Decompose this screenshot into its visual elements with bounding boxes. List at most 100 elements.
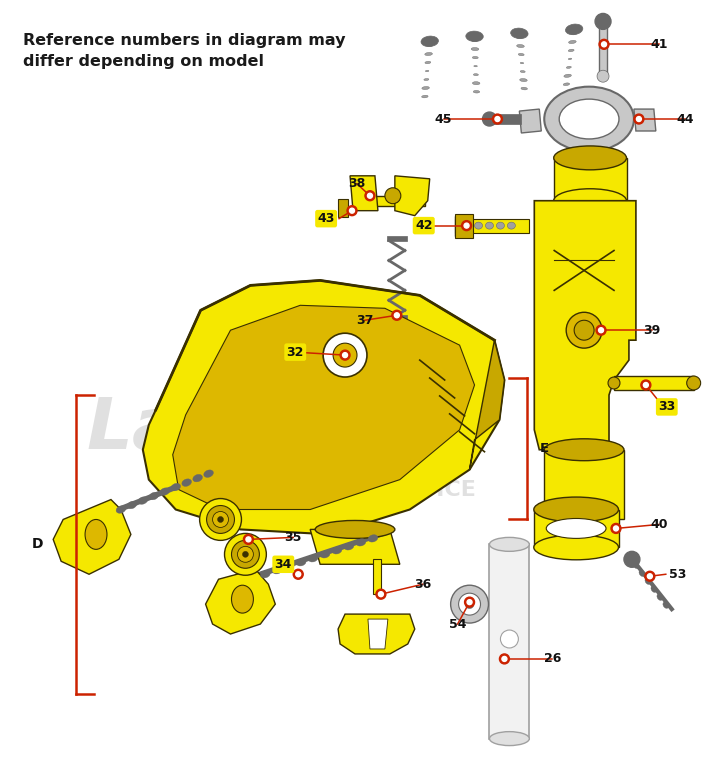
Ellipse shape [472, 57, 478, 59]
Ellipse shape [344, 543, 354, 550]
Ellipse shape [639, 570, 645, 577]
Ellipse shape [260, 571, 270, 578]
Circle shape [347, 206, 357, 216]
Ellipse shape [534, 497, 618, 522]
Circle shape [598, 328, 603, 333]
Ellipse shape [571, 32, 576, 35]
Ellipse shape [517, 44, 524, 48]
Ellipse shape [308, 555, 318, 562]
Ellipse shape [568, 49, 574, 51]
Ellipse shape [563, 83, 570, 86]
Polygon shape [368, 619, 388, 649]
Ellipse shape [520, 71, 525, 73]
Ellipse shape [284, 563, 294, 570]
Ellipse shape [200, 499, 242, 541]
Ellipse shape [496, 222, 504, 229]
Ellipse shape [451, 585, 488, 623]
Circle shape [501, 630, 518, 648]
Text: 39: 39 [643, 324, 660, 337]
Ellipse shape [232, 541, 260, 568]
Ellipse shape [568, 41, 576, 44]
Circle shape [637, 117, 642, 121]
Circle shape [464, 223, 469, 228]
Ellipse shape [207, 505, 235, 533]
Ellipse shape [518, 54, 524, 56]
Ellipse shape [85, 519, 107, 549]
Ellipse shape [465, 600, 474, 609]
Circle shape [502, 657, 507, 661]
Ellipse shape [508, 222, 515, 229]
Ellipse shape [138, 497, 148, 504]
Ellipse shape [320, 551, 330, 558]
Polygon shape [544, 449, 624, 519]
Text: 43: 43 [317, 212, 335, 225]
Circle shape [611, 523, 621, 533]
Ellipse shape [217, 516, 223, 522]
Polygon shape [53, 499, 131, 574]
Ellipse shape [565, 24, 583, 35]
Ellipse shape [116, 505, 125, 513]
Circle shape [349, 208, 354, 213]
Ellipse shape [422, 87, 429, 90]
Ellipse shape [554, 146, 627, 170]
Text: 42: 42 [415, 219, 433, 232]
Circle shape [602, 42, 607, 47]
Circle shape [495, 117, 500, 121]
Ellipse shape [193, 475, 202, 482]
Circle shape [641, 380, 651, 390]
Ellipse shape [474, 65, 477, 67]
Text: E: E [539, 443, 548, 456]
Bar [338, 199, 348, 216]
Circle shape [385, 188, 401, 204]
Ellipse shape [242, 551, 248, 558]
Ellipse shape [149, 492, 158, 500]
Ellipse shape [651, 586, 657, 592]
Ellipse shape [212, 512, 228, 528]
Ellipse shape [368, 535, 378, 542]
Ellipse shape [182, 479, 192, 486]
Text: 53: 53 [669, 568, 687, 581]
Circle shape [595, 14, 611, 29]
Circle shape [296, 571, 301, 577]
Text: 44: 44 [676, 113, 694, 126]
Ellipse shape [171, 483, 180, 491]
Text: Lakeside: Lakeside [86, 395, 444, 464]
Polygon shape [554, 158, 627, 201]
Ellipse shape [559, 99, 619, 139]
Ellipse shape [566, 66, 571, 68]
Circle shape [376, 589, 386, 599]
Ellipse shape [426, 71, 429, 72]
Bar [355, 196, 425, 206]
Circle shape [643, 383, 648, 387]
Ellipse shape [463, 222, 471, 229]
Ellipse shape [473, 74, 478, 76]
Bar [490, 114, 521, 124]
Bar [373, 559, 381, 594]
Ellipse shape [520, 62, 524, 64]
Text: 38: 38 [349, 177, 366, 190]
Bar [455, 214, 473, 238]
Circle shape [394, 313, 399, 318]
Ellipse shape [232, 585, 253, 613]
Circle shape [367, 193, 372, 198]
Polygon shape [395, 176, 430, 216]
Text: 26: 26 [543, 653, 561, 666]
Circle shape [342, 353, 347, 357]
Ellipse shape [568, 58, 572, 60]
Circle shape [379, 591, 384, 597]
Ellipse shape [424, 78, 429, 81]
Polygon shape [470, 341, 504, 469]
Ellipse shape [425, 61, 431, 64]
Ellipse shape [297, 558, 306, 566]
Ellipse shape [421, 36, 438, 47]
Text: 33: 33 [658, 400, 675, 413]
Ellipse shape [458, 593, 481, 615]
Circle shape [323, 333, 367, 377]
Polygon shape [350, 176, 378, 211]
Ellipse shape [534, 535, 618, 560]
Bar [455, 219, 529, 232]
Circle shape [597, 71, 609, 82]
Text: MARINE SERVICE: MARINE SERVICE [265, 479, 476, 499]
Text: 34: 34 [275, 558, 292, 571]
Circle shape [483, 112, 496, 126]
